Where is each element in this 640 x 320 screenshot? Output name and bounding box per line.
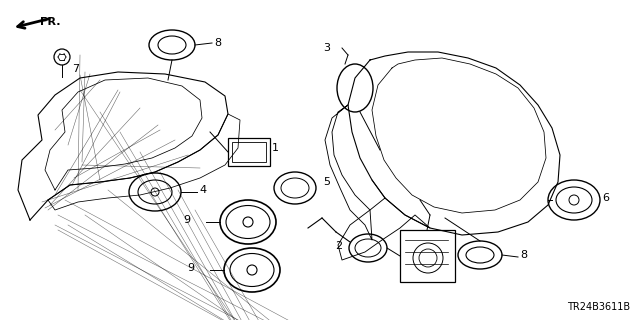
Text: TR24B3611B: TR24B3611B xyxy=(567,302,630,312)
Bar xyxy=(232,142,266,162)
Bar xyxy=(228,138,270,166)
Text: 2: 2 xyxy=(335,241,342,251)
Text: 9: 9 xyxy=(183,215,190,225)
Text: 8: 8 xyxy=(520,250,527,260)
Text: 5: 5 xyxy=(323,177,330,187)
Text: 4: 4 xyxy=(199,185,206,195)
Text: 8: 8 xyxy=(214,38,221,48)
Text: 3: 3 xyxy=(323,43,330,53)
Text: 6: 6 xyxy=(602,193,609,203)
Text: 9: 9 xyxy=(187,263,194,273)
Text: 1: 1 xyxy=(272,143,279,153)
Bar xyxy=(400,230,455,282)
Text: 7: 7 xyxy=(72,64,79,74)
Text: FR.: FR. xyxy=(40,17,61,27)
